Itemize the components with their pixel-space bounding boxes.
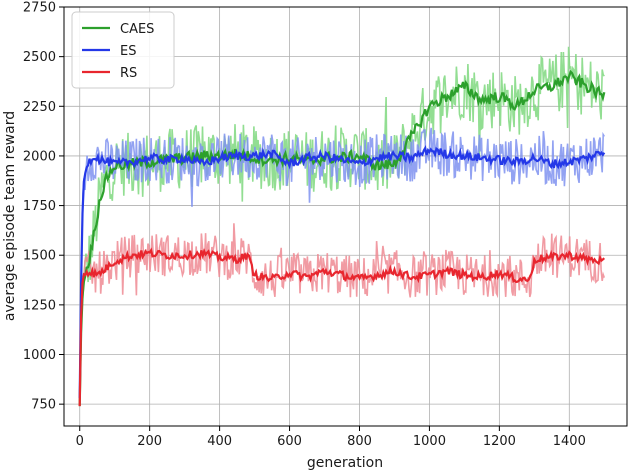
- raw-trace-es: [78, 127, 605, 397]
- y-tick-label: 1250: [23, 298, 56, 313]
- x-tick-label: 400: [207, 434, 232, 449]
- x-tick-label: 600: [277, 434, 302, 449]
- x-tick-label: 800: [347, 434, 372, 449]
- series-line-rs: [78, 247, 606, 407]
- x-tick-label: 200: [137, 434, 162, 449]
- y-tick-label: 2000: [23, 149, 56, 164]
- plot-frame: [63, 6, 628, 427]
- x-tick-label: 1000: [413, 434, 446, 449]
- legend-label-rs: RS: [120, 66, 137, 81]
- y-tick-label: 750: [31, 398, 56, 413]
- y-tick-label: 1000: [23, 348, 56, 363]
- x-axis-label: generation: [307, 455, 383, 471]
- ticks: 0 200 400 600 800 1000 1200 1400 750 1000 1250 1500…: [23, 1, 586, 450]
- y-tick-label: 2750: [23, 1, 56, 16]
- y-tick-label: 1500: [23, 249, 56, 264]
- x-tick-label: 0: [76, 434, 84, 449]
- x-tick-label: 1200: [483, 434, 516, 449]
- legend-label-caes: CAES: [120, 22, 154, 37]
- y-tick-label: 1750: [23, 199, 56, 214]
- raw-bands: [78, 46, 606, 404]
- y-tick-label: 2250: [23, 100, 56, 115]
- legend-box: [71, 11, 175, 89]
- legend-label-es: ES: [120, 44, 136, 59]
- raw-trace-rs: [78, 223, 606, 402]
- series-line-es: [78, 144, 606, 399]
- raw-trace-caes: [78, 46, 605, 404]
- smoothed-lines: [78, 69, 606, 407]
- y-axis-label: average episode team reward: [2, 111, 18, 321]
- y-tick-label: 2500: [23, 50, 56, 65]
- legend: CAES ES RS: [71, 11, 175, 89]
- series-line-caes: [78, 69, 606, 407]
- x-tick-label: 1400: [553, 434, 586, 449]
